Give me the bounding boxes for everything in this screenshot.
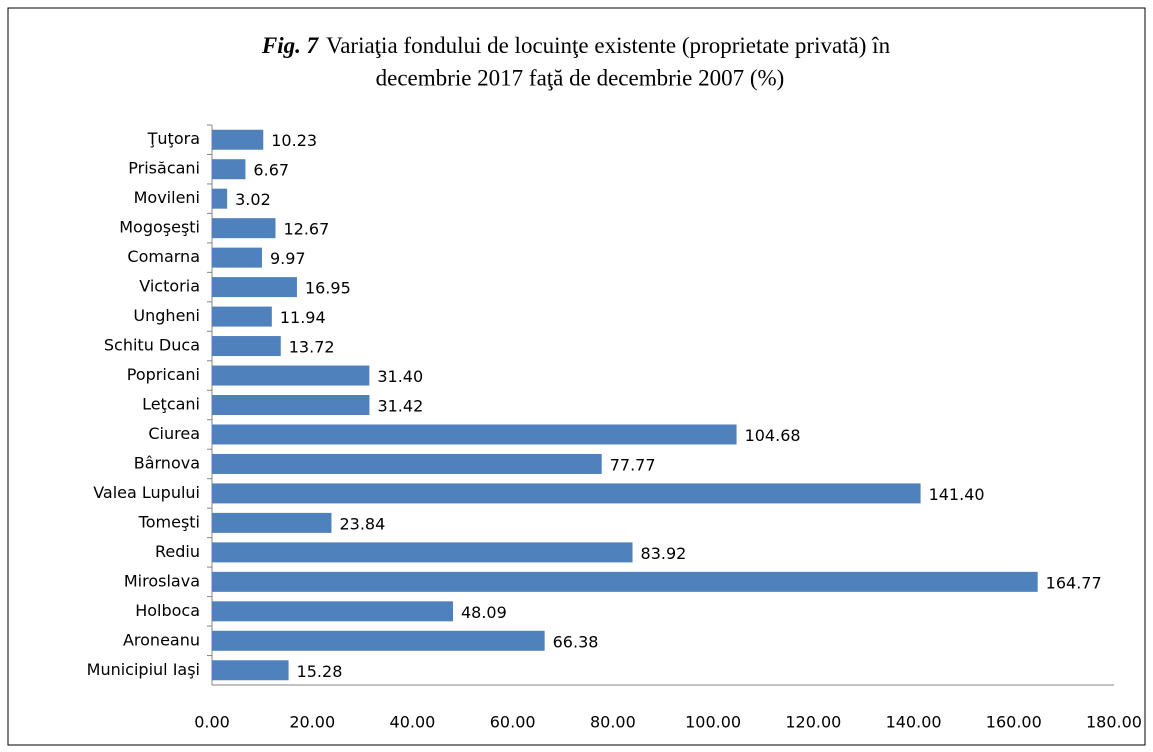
y-tick-label: Leţcani	[142, 395, 200, 414]
bar	[212, 336, 281, 357]
title-line: Variaţia fondului de locuinţe existente …	[326, 33, 890, 58]
x-tick-label: 160.00	[986, 713, 1042, 732]
data-label: 16.95	[305, 279, 351, 298]
data-label: 23.84	[339, 514, 385, 533]
x-tick-label: 0.00	[194, 713, 230, 732]
data-label: 48.09	[461, 603, 507, 622]
bar	[212, 395, 370, 415]
y-tick-label: Rediu	[155, 542, 200, 561]
data-label: 66.38	[553, 632, 599, 651]
data-label: 3.02	[235, 190, 271, 209]
data-label: 6.67	[253, 161, 289, 180]
x-tick-label: 20.00	[289, 713, 335, 732]
data-label: 31.42	[377, 397, 423, 416]
bar	[212, 601, 453, 622]
y-tick-label: Popricani	[127, 365, 200, 384]
y-tick-label: Movileni	[134, 188, 200, 207]
bar	[212, 424, 737, 445]
data-label: 15.28	[297, 662, 343, 681]
x-tick-label: 100.00	[685, 713, 741, 732]
data-label: 164.77	[1046, 573, 1102, 592]
data-label: 31.40	[377, 367, 423, 386]
y-tick-label: Mogoşeşti	[119, 218, 200, 237]
y-tick-label: Municipiul Iaşi	[87, 660, 200, 679]
x-tick-label: 60.00	[490, 713, 536, 732]
y-tick-label: Schitu Duca	[104, 336, 200, 355]
y-tick-label: Comarna	[127, 247, 200, 266]
y-tick-label: Miroslava	[124, 571, 200, 590]
data-label: 77.77	[610, 455, 656, 474]
bar	[212, 247, 262, 268]
data-label: 11.94	[280, 308, 326, 327]
x-tick-label: 180.00	[1086, 713, 1142, 732]
y-tick-label: Ţuţora	[147, 129, 200, 148]
data-label: 10.23	[271, 131, 317, 150]
bar	[212, 188, 228, 209]
data-label: 13.72	[289, 338, 335, 357]
x-tick-label: 120.00	[785, 713, 841, 732]
data-label: 141.40	[929, 485, 985, 504]
bar	[212, 542, 633, 563]
y-tick-label: Prisăcani	[128, 159, 200, 178]
bar	[212, 660, 289, 681]
y-tick-label: Aroneanu	[123, 630, 200, 649]
bar	[212, 512, 332, 533]
bar	[212, 453, 602, 474]
data-label: 9.97	[270, 249, 306, 268]
x-tick-label: 80.00	[590, 713, 636, 732]
chart-border	[7, 7, 1146, 746]
y-tick-label: Holboca	[135, 601, 200, 620]
bar	[212, 571, 1038, 592]
data-label: 83.92	[641, 544, 687, 563]
title-line: decembrie 2017 faţă de decembrie 2007 (%…	[376, 65, 785, 90]
bar	[212, 129, 264, 150]
data-label: 12.67	[283, 220, 329, 239]
y-tick-label: Victoria	[139, 277, 200, 296]
y-tick-label: Valea Lupului	[93, 483, 200, 502]
y-tick-label: Ciurea	[148, 424, 200, 443]
bar	[212, 218, 276, 239]
bar	[212, 630, 545, 651]
bar	[212, 365, 370, 386]
bar	[212, 483, 921, 504]
bar	[212, 306, 272, 327]
x-tick-label: 40.00	[390, 713, 436, 732]
x-tick-label: 140.00	[886, 713, 942, 732]
bar	[212, 159, 246, 180]
figure-label: Fig. 7	[261, 33, 320, 58]
data-label: 104.68	[745, 426, 801, 445]
chart-title: Fig. 7 Variaţia fondului de locuinţe exis…	[261, 33, 891, 58]
bar	[212, 277, 297, 298]
y-tick-label: Ungheni	[133, 306, 200, 325]
y-tick-label: Bârnova	[134, 453, 200, 472]
y-tick-label: Tomeşti	[138, 512, 200, 531]
